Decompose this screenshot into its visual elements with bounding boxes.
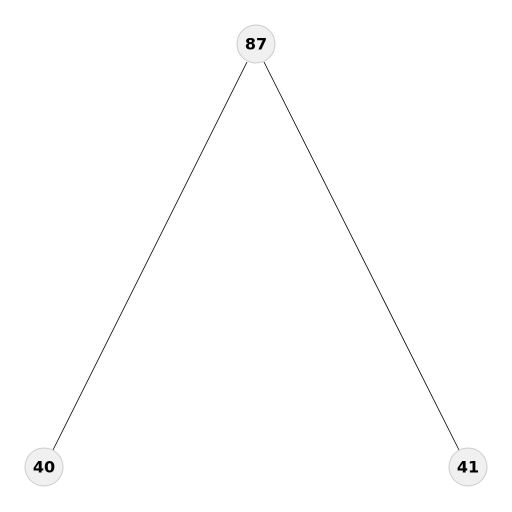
node-label-40: 40 xyxy=(33,458,55,477)
node-label-87: 87 xyxy=(245,35,267,54)
edge-87-41 xyxy=(263,61,460,451)
node-circle-40 xyxy=(24,447,64,487)
node-circle-41 xyxy=(448,447,488,487)
edge-87-40 xyxy=(52,61,248,451)
node-circle-87 xyxy=(236,24,276,64)
node-41: 41 xyxy=(448,447,488,487)
node-label-41: 41 xyxy=(457,458,479,477)
node-40: 40 xyxy=(24,447,64,487)
node-87: 87 xyxy=(236,24,276,64)
